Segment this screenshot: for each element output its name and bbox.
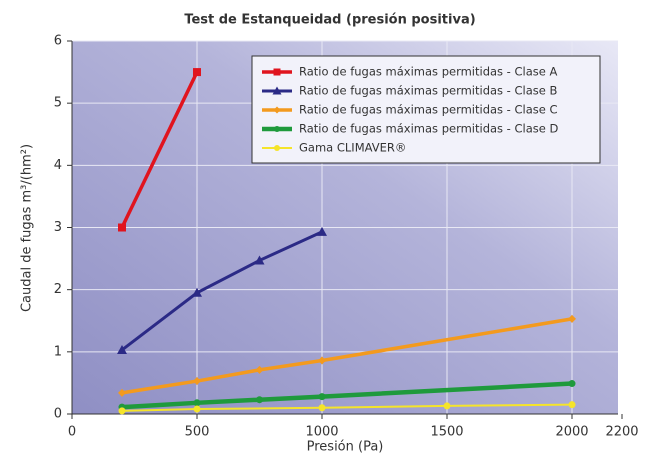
marker <box>317 226 327 236</box>
marker <box>318 404 326 412</box>
marker <box>318 356 326 365</box>
legend-label: Gama CLIMAVER® <box>299 141 406 155</box>
marker <box>273 68 281 76</box>
y-tick-label: 2 <box>54 282 62 297</box>
marker <box>443 402 451 410</box>
y-tick-label: 5 <box>54 96 62 111</box>
y-tick-label: 0 <box>54 407 62 422</box>
x-tick-label: 2000 <box>555 425 588 440</box>
x-tick-label: 1500 <box>430 425 463 440</box>
chart-title: Test de Estanqueidad (presión positiva) <box>184 13 475 28</box>
x-tick-label: 500 <box>185 425 210 440</box>
legend-label: Ratio de fugas máximas permitidas - Clas… <box>299 65 557 79</box>
legend-label: Ratio de fugas máximas permitidas - Clas… <box>299 103 558 117</box>
y-tick-label: 1 <box>54 344 62 359</box>
series-line <box>120 71 199 229</box>
legend-label: Ratio de fugas máximas permitidas - Clas… <box>299 122 558 136</box>
marker <box>568 401 576 409</box>
marker <box>193 68 201 77</box>
marker <box>118 388 126 397</box>
series-line <box>121 230 323 352</box>
marker <box>118 223 126 232</box>
y-tick-label: 6 <box>54 34 62 49</box>
marker <box>568 380 576 388</box>
marker <box>256 396 263 404</box>
marker <box>318 393 326 401</box>
marker <box>568 314 576 323</box>
marker <box>192 287 202 297</box>
y-tick-label: 3 <box>54 220 62 235</box>
marker <box>118 407 126 415</box>
x-tick-label: 0 <box>68 425 76 440</box>
marker <box>193 377 201 386</box>
marker <box>117 344 127 354</box>
y-axis-label: Caudal de fugas m³/(hm²) <box>20 144 35 312</box>
legend-box <box>251 55 601 164</box>
marker <box>274 145 280 151</box>
x-tick-label: 2200 <box>605 425 638 440</box>
marker <box>272 86 282 95</box>
marker <box>254 255 265 265</box>
legend-label: Ratio de fugas máximas permitidas - Clas… <box>299 84 557 98</box>
marker <box>193 405 201 413</box>
marker <box>255 365 264 374</box>
x-axis-label: Presión (Pa) <box>307 440 384 455</box>
y-tick-label: 4 <box>54 158 62 173</box>
marker <box>193 399 201 407</box>
x-tick-label: 1000 <box>305 425 338 440</box>
marker <box>273 106 281 114</box>
marker <box>274 126 280 132</box>
